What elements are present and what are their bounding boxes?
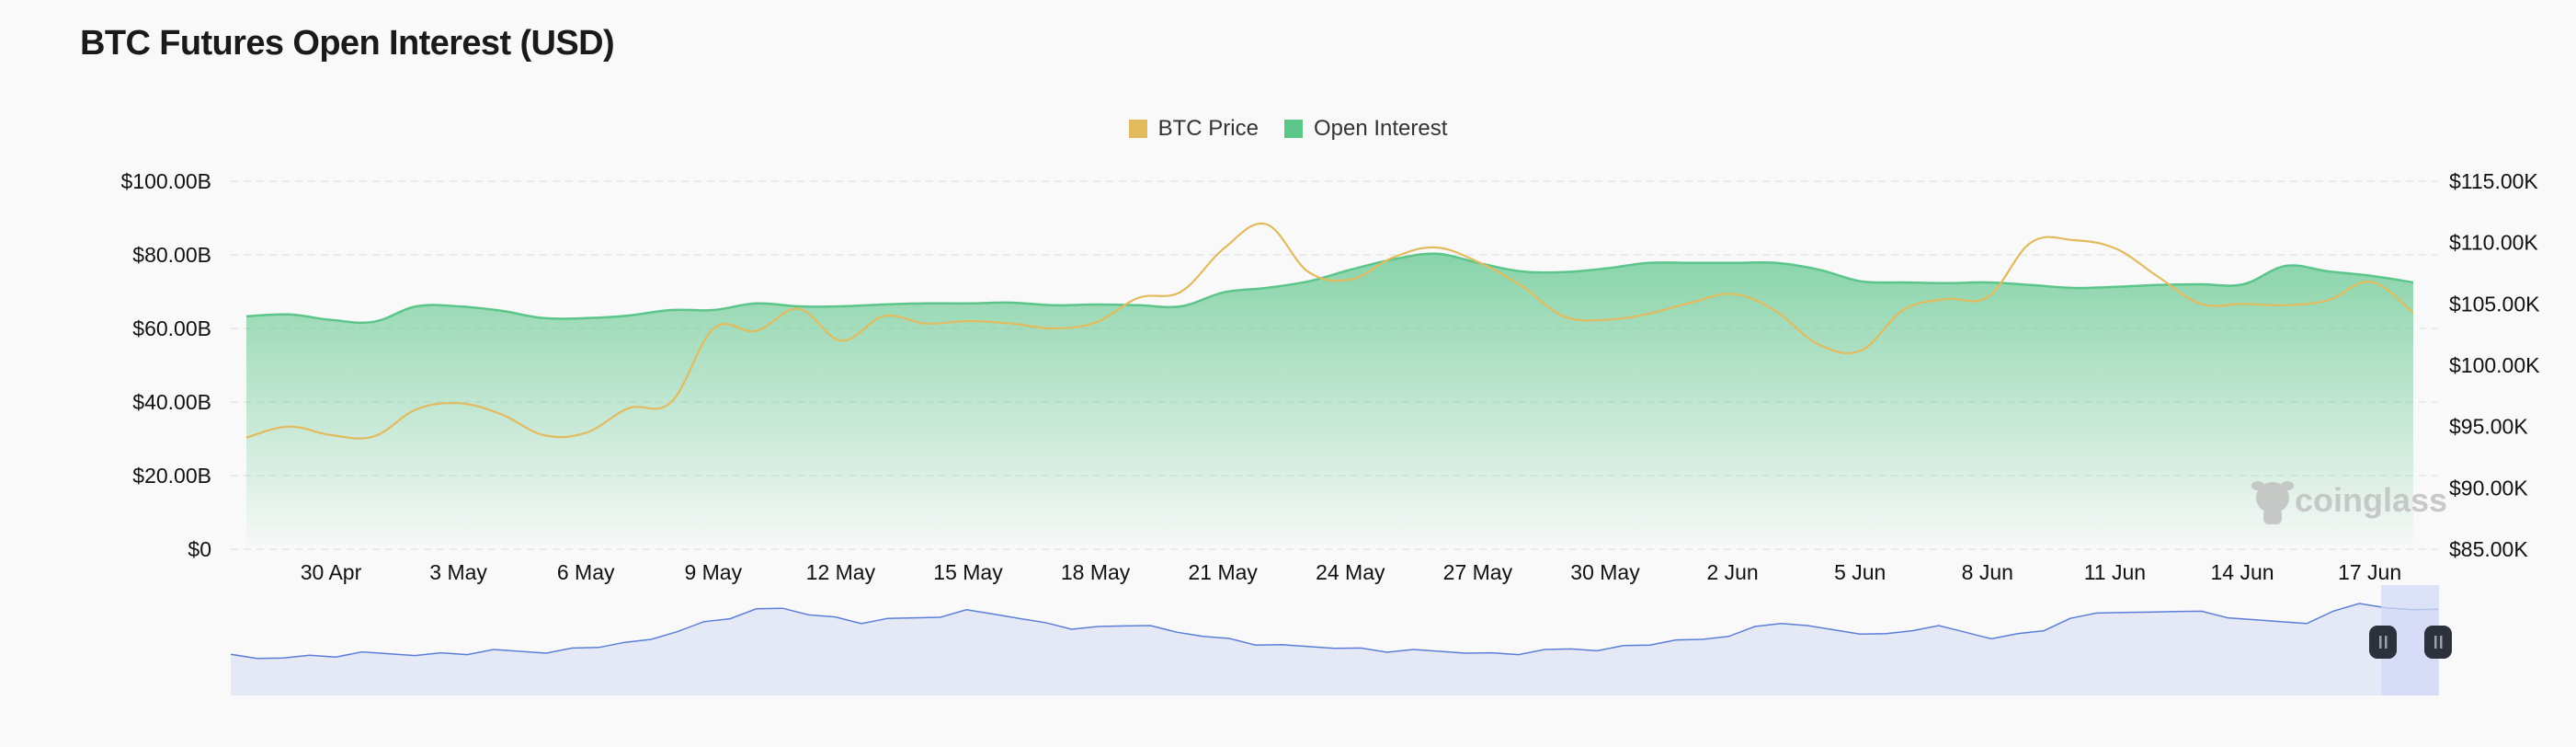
navigator-line [230,603,2439,660]
y-right-tick: $110.00K [2449,231,2538,255]
x-tick: 18 May [1061,560,1131,584]
x-tick: 24 May [1316,560,1385,584]
x-tick: 17 Jun [2338,560,2401,584]
y-left-tick: $100.00B [121,169,211,193]
x-tick: 12 May [806,560,876,584]
watermark-text: coinglass [2295,481,2447,519]
y-left-tick: $20.00B [132,464,211,488]
open-interest-line [245,252,2414,325]
y-left-tick: $0 [188,537,211,561]
navigator-handle-left[interactable] [2369,626,2397,659]
x-tick: 30 Apr [301,560,362,584]
page-title: BTC Futures Open Interest (USD) [80,24,615,63]
x-tick: 21 May [1188,560,1258,584]
x-tick: 5 Jun [1834,560,1886,584]
y-axis-right: $85.00K $90.00K $95.00K $100.00K $105.00K $11… [2449,169,2540,561]
chart-legend: BTC Price Open Interest [0,116,2576,142]
y-right-tick: $90.00K [2449,476,2528,500]
btc-price-line [245,222,2414,440]
x-tick: 14 Jun [2210,560,2274,584]
open-interest-area [246,253,2413,546]
x-tick: 3 May [429,560,487,584]
y-right-tick: $100.00K [2449,353,2540,377]
y-left-tick: $60.00B [132,316,211,340]
navigator[interactable] [230,585,2452,695]
x-tick: 2 Jun [1706,560,1758,584]
navigator-handle-right[interactable] [2424,626,2452,659]
legend-swatch-btc-price [1128,120,1147,138]
coinglass-logo-icon [2251,481,2294,524]
x-tick: 15 May [933,560,1003,584]
legend-item-open-interest[interactable]: Open Interest [1283,116,1448,142]
x-tick: 6 May [557,560,615,584]
x-tick: 8 Jun [1962,560,2013,584]
y-right-tick: $85.00K [2449,537,2528,561]
y-axis-left: $0 $20.00B $40.00B $60.00B $80.00B $100.00B [121,169,211,561]
legend-label: Open Interest [1313,116,1448,141]
legend-item-btc-price[interactable]: BTC Price [1128,116,1259,142]
x-tick: 30 May [1570,560,1640,584]
x-tick: 27 May [1443,560,1513,584]
x-tick: 9 May [684,560,742,584]
x-tick: 11 Jun [2084,560,2146,584]
y-right-tick: $115.00K [2449,169,2538,193]
legend-label: BTC Price [1157,116,1259,141]
y-left-tick: $80.00B [132,243,211,267]
legend-swatch-open-interest [1283,120,1303,138]
y-right-tick: $95.00K [2449,415,2528,439]
coinglass-watermark: coinglass [2251,481,2447,524]
navigator-area [231,603,2438,695]
y-left-tick: $40.00B [132,390,211,414]
x-axis: 30 Apr 3 May 6 May 9 May 12 May 15 May 18 May 2… [301,560,2401,584]
y-right-tick: $105.00K [2449,292,2540,316]
